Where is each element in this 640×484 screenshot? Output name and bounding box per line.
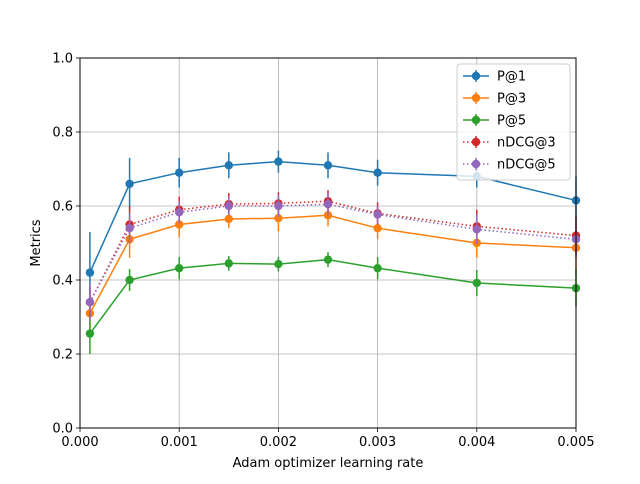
data-point <box>224 259 233 268</box>
y-tick-label: 0.4 <box>52 274 73 289</box>
y-tick-label: 0.6 <box>52 200 73 215</box>
legend-label: nDCG@3 <box>497 136 556 151</box>
legend-marker <box>471 71 481 81</box>
data-point <box>175 168 184 177</box>
y-tick-label: 0.2 <box>52 348 73 363</box>
legend-item: P@3 <box>463 92 526 107</box>
data-point <box>274 214 283 223</box>
legend-label: P@1 <box>497 70 526 85</box>
y-tick-label: 0.0 <box>52 422 73 437</box>
x-tick-label: 0.001 <box>161 435 198 450</box>
data-point <box>224 161 233 170</box>
legend-item: P@5 <box>463 114 526 129</box>
series-line <box>89 214 577 314</box>
series-p-3 <box>85 204 581 332</box>
ticks-layer: 0.000 0.001 0.002 0.003 0.004 0.005 0.0 0.2 0.4 0… <box>52 52 594 451</box>
legend-item: nDCG@5 <box>463 158 556 173</box>
legend-marker <box>471 159 481 169</box>
data-point <box>373 263 382 273</box>
data-point <box>274 201 283 211</box>
x-axis-label: Adam optimizer learning rate <box>233 456 424 471</box>
legend-label: nDCG@5 <box>497 158 556 173</box>
x-tick-label: 0.000 <box>61 435 98 450</box>
data-point <box>224 214 233 224</box>
data-point <box>125 275 134 285</box>
series-line <box>89 203 577 303</box>
data-point <box>274 259 283 269</box>
series-ndcg-5 <box>85 193 581 321</box>
legend-label: P@5 <box>497 114 526 129</box>
legend: P@1 P@3 P@5 nDCG@3 nDCG@5 <box>456 63 571 181</box>
legend-item: P@1 <box>463 70 526 85</box>
y-tick-label: 1.0 <box>52 52 73 67</box>
series-p-1 <box>85 150 581 314</box>
x-tick-label: 0.002 <box>260 435 297 450</box>
data-point <box>274 157 283 166</box>
data-point <box>373 168 382 177</box>
data-point <box>373 224 382 233</box>
plot-frame <box>79 57 577 429</box>
legend-marker <box>471 93 481 103</box>
legend-marker <box>471 115 481 125</box>
x-tick-label: 0.005 <box>557 435 594 450</box>
data-point <box>175 208 184 217</box>
data-point <box>323 255 333 264</box>
series-p-5 <box>85 252 581 354</box>
data-point <box>175 220 184 229</box>
data-point <box>323 161 333 170</box>
data-point <box>85 329 95 338</box>
series-line <box>89 258 577 335</box>
legend-item: nDCG@3 <box>463 136 556 151</box>
data-point <box>224 201 233 211</box>
series-layer <box>85 150 581 354</box>
data-point <box>125 179 134 188</box>
series-line <box>89 200 577 303</box>
data-point <box>85 268 95 277</box>
series-ndcg-3 <box>85 190 581 317</box>
x-tick-label: 0.004 <box>458 435 495 450</box>
x-tick-label: 0.003 <box>359 435 396 450</box>
data-point <box>472 225 481 234</box>
legend-label: P@3 <box>497 92 526 107</box>
y-axis-label: Metrics <box>29 219 44 266</box>
legend-marker <box>471 137 481 147</box>
data-point <box>85 298 95 307</box>
data-point <box>125 224 134 233</box>
data-point <box>323 199 333 209</box>
data-point <box>472 278 481 288</box>
data-point <box>175 263 184 273</box>
legend-frame <box>456 63 571 181</box>
y-tick-label: 0.8 <box>52 126 73 141</box>
data-point <box>373 210 382 219</box>
